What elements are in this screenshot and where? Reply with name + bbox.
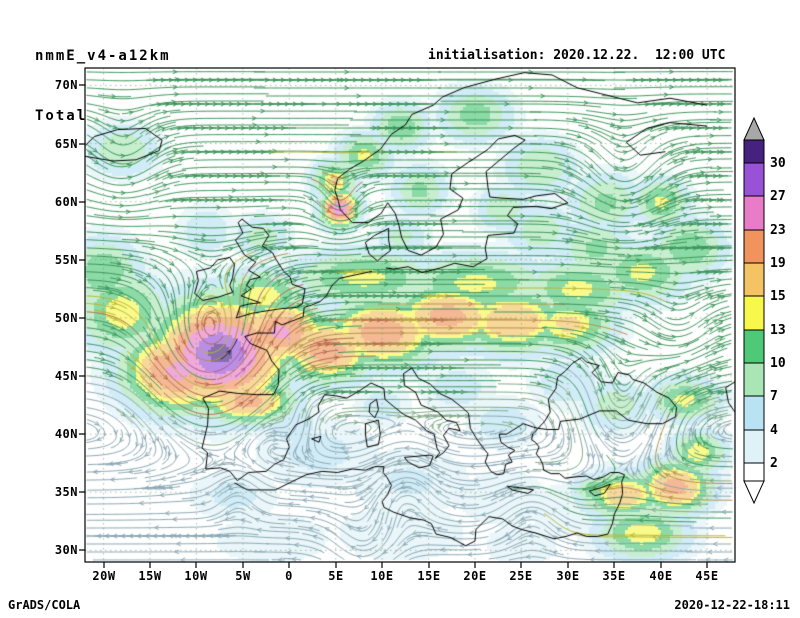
- colorbar-band: [743, 429, 765, 464]
- colorbar-label: 15: [770, 289, 786, 304]
- colorbar-arrow-bottom: [743, 480, 765, 505]
- y-axis-ticks: [79, 84, 85, 551]
- x-axis-ticks: [103, 562, 708, 568]
- x-tick-label: 20E: [463, 569, 486, 583]
- colorbar-band: [743, 395, 765, 431]
- plot-frame: [84, 67, 736, 563]
- x-tick-label: 5W: [235, 569, 251, 583]
- colorbar-label: 7: [770, 389, 778, 404]
- grads-credit: GrADS/COLA: [8, 598, 81, 612]
- colorbar-band-below: [743, 462, 765, 482]
- x-tick-label: 15E: [417, 569, 440, 583]
- colorbar-band: [743, 162, 765, 197]
- model-name: nmmE_v4-a12km: [35, 48, 171, 64]
- colorbar-label: 27: [770, 189, 786, 204]
- map-canvas: [85, 68, 735, 562]
- x-tick-label: 40E: [649, 569, 672, 583]
- x-tick-label: 20W: [92, 569, 115, 583]
- y-tick-label: 70N: [55, 78, 78, 92]
- x-tick-label: 25E: [509, 569, 532, 583]
- y-tick-label: 45N: [55, 369, 78, 383]
- colorbar-label: 10: [770, 356, 786, 371]
- y-tick-label: 35N: [55, 485, 78, 499]
- y-tick-label: 30N: [55, 543, 78, 557]
- x-tick-label: 15W: [138, 569, 161, 583]
- y-tick-label: 50N: [55, 311, 78, 325]
- colorbar-band: [743, 295, 765, 331]
- y-tick-label: 55N: [55, 253, 78, 267]
- colorbar-band: [743, 195, 765, 231]
- x-tick-label: 5E: [328, 569, 343, 583]
- y-tick-label: 40N: [55, 427, 78, 441]
- init-time: initialisation: 2020.12.22. 12:00 UTC: [428, 48, 726, 63]
- x-tick-label: 0: [285, 569, 293, 583]
- colorbar: 30 27 23 19 15 13 10 7 4 2: [743, 116, 786, 505]
- colorbar-label: 4: [770, 423, 778, 438]
- x-tick-label: 10W: [184, 569, 207, 583]
- colorbar-arrow-top: [743, 116, 765, 141]
- colorbar-band: [743, 229, 765, 264]
- colorbar-band: [743, 362, 765, 397]
- colorbar-label: 13: [770, 323, 786, 338]
- colorbar-label: 19: [770, 256, 786, 271]
- y-tick-label: 60N: [55, 195, 78, 209]
- colorbar-label: 30: [770, 156, 786, 171]
- x-tick-label: 30E: [556, 569, 579, 583]
- x-tick-label: 35E: [602, 569, 625, 583]
- colorbar-band-above: [743, 139, 765, 164]
- y-tick-label: 65N: [55, 137, 78, 151]
- x-tick-label: 45E: [695, 569, 718, 583]
- colorbar-band: [743, 262, 765, 297]
- x-tick-label: 10E: [370, 569, 393, 583]
- colorbar-band: [743, 329, 765, 364]
- creation-timestamp: 2020-12-22-18:11: [674, 598, 790, 612]
- colorbar-label: 2: [770, 456, 778, 471]
- colorbar-label: 23: [770, 223, 786, 238]
